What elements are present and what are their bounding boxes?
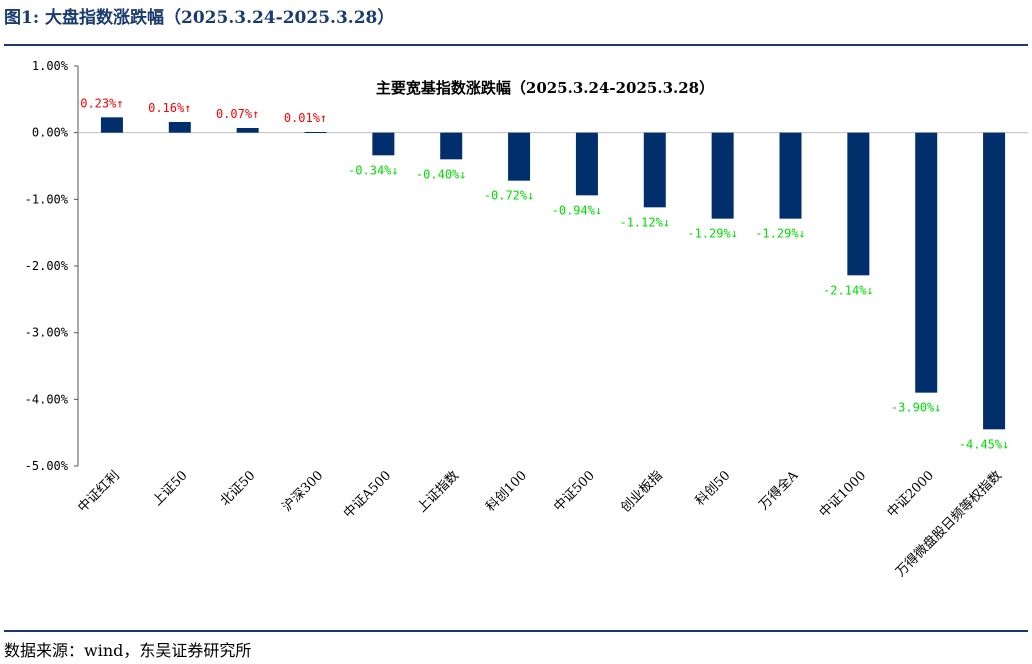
category-label-1: 中证红利 [75, 468, 123, 516]
bottom-rule [4, 630, 1028, 632]
category-label-2: 上证50 [150, 468, 191, 509]
data-label-9: -1.12%↓ [619, 215, 670, 229]
top-rule [4, 44, 1028, 46]
category-labels-group: 中证红利 上证50 北证50 沪深300 中证A500 上证指数 科创100 中证500 创业板… [75, 467, 1005, 580]
bar-2 [168, 122, 191, 133]
y-axis: 1.00% 0.00% -1.00% -2.00% -3.00% -4.00% -5.00% [25, 59, 1028, 473]
bar-14 [983, 132, 1006, 430]
bar-7 [508, 132, 531, 181]
category-label-11: 万得全A [756, 467, 802, 513]
bar-8 [575, 132, 598, 196]
category-label-9: 创业板指 [618, 468, 665, 515]
bar-11 [779, 132, 802, 219]
data-label-2: 0.16%↑ [148, 101, 191, 115]
bar-1 [100, 117, 123, 133]
data-label-7: -0.72%↓ [484, 189, 535, 203]
bar-6 [440, 132, 463, 160]
data-labels-group: 0.23%↑ 0.16%↑ 0.07%↑ 0.01%↑ -0.34%↓ -0.40%↓ -0… [80, 96, 1009, 451]
y-tick-label: -4.00% [25, 392, 69, 406]
bar-13 [915, 132, 938, 393]
bar-3 [236, 128, 259, 133]
y-tick-label: -3.00% [25, 326, 69, 340]
category-label-3: 北证50 [218, 468, 259, 509]
y-tick-label: -2.00% [25, 259, 69, 273]
data-label-6: -0.40%↓ [416, 167, 467, 181]
data-label-1: 0.23%↑ [80, 96, 123, 110]
data-label-13: -3.90%↓ [891, 401, 942, 415]
y-tick-label: 0.00% [32, 126, 69, 140]
source-note: 数据来源：wind，东吴证券研究所 [4, 641, 252, 660]
bar-12 [847, 132, 870, 276]
chart-title: 主要宽基指数涨跌幅（2025.3.24-2025.3.28） [376, 79, 714, 97]
y-tick-label: -1.00% [25, 192, 69, 206]
category-label-5: 中证A500 [341, 468, 394, 521]
bar-chart: 主要宽基指数涨跌幅（2025.3.24-2025.3.28） 1.00% 0.00… [25, 59, 1028, 580]
bar-4 [304, 132, 327, 133]
category-label-6: 上证指数 [415, 468, 462, 515]
data-label-14: -4.45%↓ [959, 437, 1010, 451]
category-label-13: 中证2000 [885, 468, 937, 520]
y-tick-label: -5.00% [25, 459, 69, 473]
category-label-7: 科创100 [483, 468, 530, 515]
category-label-12: 中证1000 [817, 468, 869, 520]
bar-5 [372, 132, 395, 156]
y-tick-label: 1.00% [32, 59, 69, 73]
data-label-3: 0.07%↑ [216, 107, 259, 121]
data-label-11: -1.29%↓ [755, 227, 806, 241]
category-label-4: 沪深300 [279, 468, 326, 515]
data-label-5: -0.34%↓ [348, 163, 399, 177]
data-label-4: 0.01%↑ [284, 111, 327, 125]
bar-10 [711, 132, 734, 219]
bar-9 [643, 132, 666, 208]
data-label-10: -1.29%↓ [687, 227, 738, 241]
bars-group [100, 117, 1006, 430]
figure-title: 图1: 大盘指数涨跌幅（2025.3.24-2025.3.28） [4, 8, 395, 28]
data-label-8: -0.94%↓ [552, 203, 603, 217]
category-label-8: 中证500 [551, 468, 598, 515]
category-label-10: 科创50 [693, 468, 734, 509]
data-label-12: -2.14%↓ [823, 283, 874, 297]
